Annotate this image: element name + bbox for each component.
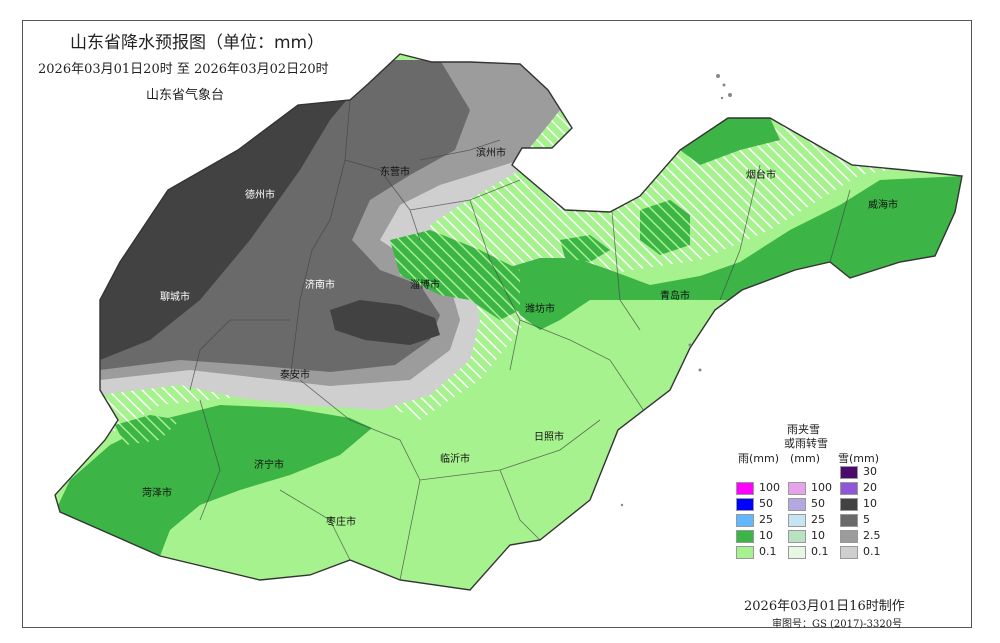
legend-snow-value: 2.5 [863, 529, 881, 542]
city-label-dezhou: 德州市 [245, 188, 275, 201]
city-boundaries [189, 99, 851, 581]
map-title: 山东省降水预报图（单位：mm） [70, 33, 325, 53]
legend-mixed-swatch [788, 498, 806, 511]
city-label-rizhao: 日照市 [534, 430, 564, 443]
legend-snow-swatch [840, 546, 858, 559]
mixed-10-core-a [390, 230, 520, 320]
legend-snow-value: 5 [863, 513, 870, 526]
legend-rain-swatch [736, 530, 754, 543]
city-labels: 德州市 滨州市 东营市 聊城市 济南市 淄博市 潍坊市 烟台市 威海市 青岛市 … [142, 146, 898, 528]
legend-mixed-swatch [788, 514, 806, 527]
legend-rain-value: 10 [759, 529, 773, 542]
map-approval-number: 审图号：GS (2017)-3320号 [772, 619, 903, 630]
legend-mixed-title-1: 雨夹雪 [787, 423, 820, 436]
forecast-time-range: 2026年03月01日20时 至 2026年03月02日20时 [38, 62, 329, 77]
legend-rain-title: 雨(mm) [738, 452, 780, 465]
legend-mixed-swatch [788, 530, 806, 543]
legend-snow-swatch [840, 498, 858, 511]
city-label-weifang: 潍坊市 [525, 302, 555, 315]
province-outline [54, 53, 963, 591]
legend-rain-value: 25 [759, 513, 773, 526]
legend-mixed-title-3: (mm) [790, 452, 821, 465]
legend-rain-swatch [736, 498, 754, 511]
mixed-10-core-d [115, 415, 180, 445]
city-label-linyi: 临沂市 [440, 452, 470, 465]
issuing-agency: 山东省气象台 [146, 88, 225, 103]
legend-snow-value: 20 [863, 481, 877, 494]
legend-snow-value: 0.1 [863, 545, 881, 558]
legend-snow-swatch [840, 530, 858, 543]
city-label-taian: 泰安市 [280, 368, 310, 381]
mixed-10-core-b [640, 200, 690, 255]
legend-mixed-value: 100 [811, 481, 832, 494]
legend-mixed-swatch [788, 482, 806, 495]
city-label-dongying: 东营市 [380, 165, 410, 178]
legend-snow-swatch [840, 466, 858, 479]
legend-rain-value: 50 [759, 497, 773, 510]
legend-rain-swatch [736, 514, 754, 527]
islands [620, 74, 732, 507]
city-label-heze: 菏泽市 [142, 486, 172, 499]
legend-snow-swatch [840, 482, 858, 495]
city-label-liaocheng: 聊城市 [160, 290, 190, 303]
legend-mixed-value: 0.1 [811, 545, 829, 558]
legend-snow-value: 10 [863, 497, 877, 510]
city-label-jinan: 济南市 [305, 278, 335, 291]
city-label-binzhou: 滨州市 [476, 146, 506, 159]
city-label-zibo: 淄博市 [410, 278, 440, 291]
legend-mixed-value: 50 [811, 497, 825, 510]
city-label-weihai: 威海市 [868, 198, 898, 211]
legend-snow-swatch [840, 514, 858, 527]
legend-snow-value: 30 [863, 465, 877, 478]
production-time: 2026年03月01日16时制作 [744, 599, 905, 614]
rain-10-northeast [680, 118, 780, 165]
legend-mixed-swatch [788, 546, 806, 559]
legend-mixed-title-2: 或雨转雪 [784, 437, 828, 450]
city-label-qingdao: 青岛市 [660, 289, 690, 302]
legend-rain-swatch [736, 546, 754, 559]
map-frame [22, 20, 972, 628]
legend-mixed-value: 25 [811, 513, 825, 526]
legend-mixed-value: 10 [811, 529, 825, 542]
snow-10-core [330, 300, 440, 345]
city-label-zaozhuang: 枣庄市 [326, 515, 356, 528]
legend-snow-title: 雪(mm) [838, 452, 880, 465]
city-label-jining: 济宁市 [254, 458, 284, 471]
legend-rain-swatch [736, 482, 754, 495]
legend-rain-value: 100 [759, 481, 780, 494]
legend-rain-value: 0.1 [759, 545, 777, 558]
mixed-10-core-c [560, 235, 610, 262]
city-label-yantai: 烟台市 [746, 168, 776, 181]
